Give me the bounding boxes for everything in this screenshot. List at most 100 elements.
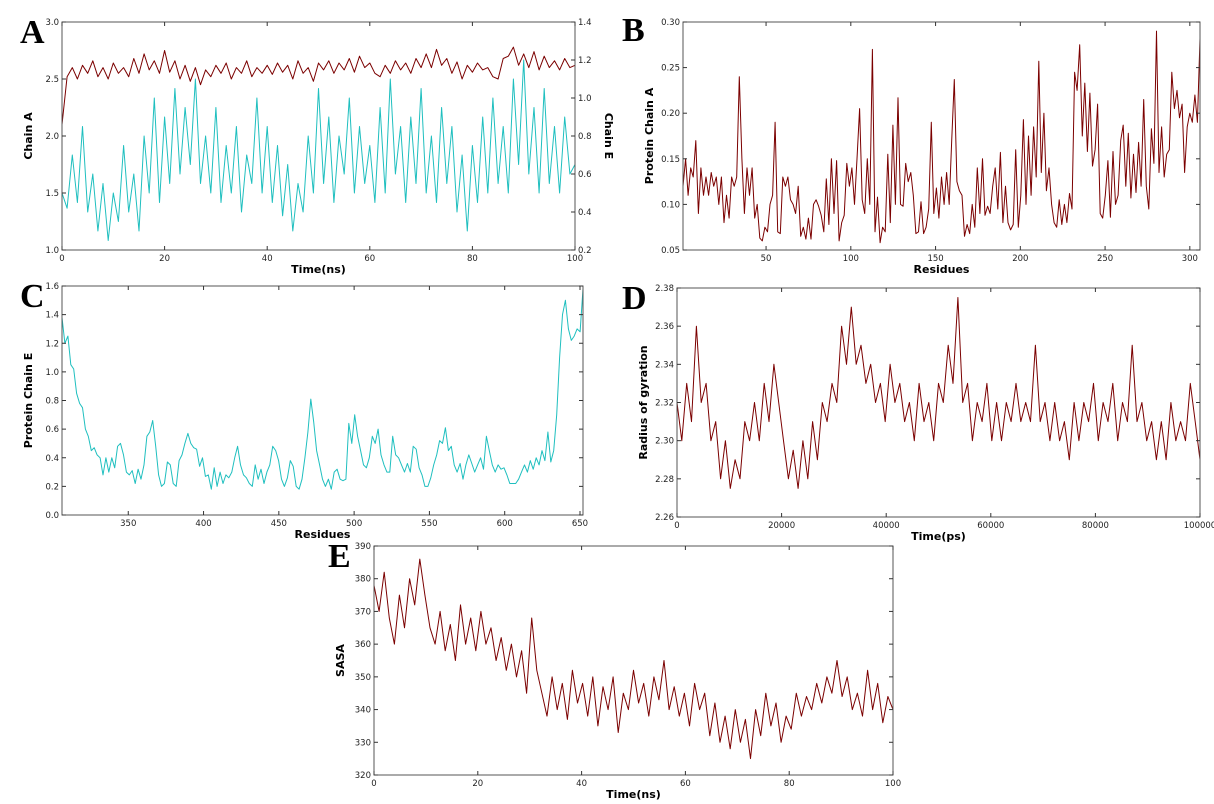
x-tick-label: 40	[262, 254, 273, 264]
x-tick-label: 250	[1097, 254, 1113, 264]
y-tick-label: 0.20	[661, 109, 680, 119]
y-tick-label: 0.25	[661, 64, 680, 74]
y-tick-label: 360	[355, 640, 371, 650]
y-tick-label: 0.05	[661, 246, 680, 256]
chart-panel-a: 0 20 40 60 80 100 1.0 1.5 2.0 2.5 3.0 0.2 0.4 0.6 0.8 1…	[22, 18, 615, 276]
y-tick-label: 320	[355, 771, 371, 781]
x-tick-label: 80000	[1082, 521, 1109, 531]
y-tick-label: 330	[355, 738, 371, 748]
panel-label: A	[20, 14, 45, 51]
y-tick-label: 0.6	[45, 425, 59, 435]
y-tick-label: 2.5	[45, 75, 59, 85]
series-line-2	[61, 59, 576, 241]
x-tick-label: 20000	[768, 521, 795, 531]
y-tick-label: 340	[355, 706, 371, 716]
plot-frame	[373, 545, 894, 776]
y2-tick-label: 1.4	[578, 18, 592, 28]
y-tick-label: 1.4	[45, 311, 59, 321]
x-tick-label: 20	[159, 254, 170, 264]
x-tick-label: 200	[1012, 254, 1028, 264]
x-tick-label: 80	[467, 254, 478, 264]
y-tick-label: 2.32	[655, 399, 674, 409]
y-tick-label: 3.0	[45, 18, 59, 28]
series-line-1	[373, 558, 894, 760]
panel-label: E	[328, 538, 351, 575]
x-axis-label: Residues	[914, 263, 970, 276]
y-tick-label: 380	[355, 575, 371, 585]
chart-panel-c: 350 400 450 500 550 600 650 0.0 0.2 0.4 0.6 0.8 1.0 1…	[22, 282, 588, 541]
y-tick-label: 2.34	[655, 360, 674, 370]
y-tick-label: 2.38	[655, 284, 674, 294]
y-tick-label: 2.26	[655, 513, 674, 523]
series-line-1	[61, 46, 576, 125]
x-tick-label: 350	[120, 519, 136, 529]
y-tick-label: 0.4	[45, 454, 59, 464]
x-tick-label: 20	[472, 779, 483, 789]
x-axis-label: Time(ns)	[606, 788, 661, 801]
x-tick-label: 450	[271, 519, 287, 529]
x-tick-label: 650	[572, 519, 588, 529]
x-axis-label: Residues	[295, 528, 351, 541]
y-tick-label: 2.30	[655, 437, 674, 447]
x-tick-label: 100	[567, 254, 583, 264]
x-tick-label: 300	[1182, 254, 1198, 264]
y-tick-label: 2.36	[655, 322, 674, 332]
x-tick-label: 500	[346, 519, 362, 529]
plot-frame	[682, 21, 1201, 251]
x-tick-label: 100	[885, 779, 901, 789]
x-tick-label: 0	[59, 254, 64, 264]
y-tick-label: 1.0	[45, 246, 59, 256]
y-axis-label: SASA	[334, 644, 347, 677]
y-tick-label: 0.8	[45, 397, 59, 407]
y2-axis-label: Chain E	[602, 113, 615, 159]
panel-label: C	[20, 278, 45, 315]
y-axis-label: Radius of gyration	[637, 345, 650, 459]
x-tick-label: 50	[761, 254, 772, 264]
series-line-1	[61, 288, 584, 490]
x-tick-label: 400	[195, 519, 211, 529]
series-line-1	[682, 30, 1201, 244]
plot-frame	[676, 287, 1201, 518]
chart-panel-b: 50 100 150 200 250 300 0.05 0.10 0.15 0.20 0.25 0.3…	[643, 18, 1201, 276]
x-tick-label: 60	[364, 254, 375, 264]
y-tick-label: 0.30	[661, 18, 680, 28]
y-tick-label: 1.0	[45, 368, 59, 378]
x-tick-label: 0	[674, 521, 679, 531]
x-tick-label: 60000	[977, 521, 1004, 531]
x-axis-label: Time(ps)	[911, 530, 966, 543]
x-tick-label: 40	[576, 779, 587, 789]
x-tick-label: 150	[927, 254, 943, 264]
x-tick-label: 100000	[1184, 521, 1214, 531]
y-tick-label: 2.0	[45, 132, 59, 142]
x-tick-label: 100	[843, 254, 859, 264]
y2-tick-label: 1.2	[578, 56, 592, 66]
y-tick-label: 1.5	[45, 189, 59, 199]
x-tick-label: 80	[784, 779, 795, 789]
y2-tick-label: 1.0	[578, 94, 592, 104]
y-tick-label: 0.15	[661, 155, 680, 165]
series-line-1	[676, 297, 1201, 489]
plot-frame	[61, 21, 576, 251]
y2-tick-label: 0.2	[578, 246, 592, 256]
x-axis-label: Time(ns)	[291, 263, 346, 276]
y-tick-label: 0.0	[45, 511, 59, 521]
y-tick-label: 350	[355, 673, 371, 683]
x-tick-label: 0	[371, 779, 376, 789]
y2-tick-label: 0.6	[578, 170, 592, 180]
x-tick-label: 550	[421, 519, 437, 529]
panel-label: D	[622, 280, 647, 317]
x-tick-label: 40000	[873, 521, 900, 531]
y-axis-label: Protein Chain A	[643, 87, 656, 184]
y-tick-label: 1.6	[45, 282, 59, 292]
chart-panel-e: 0 20 40 60 80 100 320 330 340 350 360 370 380 390 Time…	[334, 542, 901, 801]
y-axis-label: Protein Chain E	[22, 353, 35, 448]
chart-panel-d: 0 20000 40000 60000 80000 100000 2.26 2.28 2.30 2…	[637, 284, 1214, 543]
y-tick-label: 0.10	[661, 200, 680, 210]
x-tick-label: 600	[497, 519, 513, 529]
y-tick-label: 390	[355, 542, 371, 552]
y-tick-label: 0.2	[45, 482, 59, 492]
panel-label: B	[622, 12, 645, 49]
y2-tick-label: 0.4	[578, 208, 592, 218]
x-tick-label: 60	[680, 779, 691, 789]
y2-tick-label: 0.8	[578, 132, 592, 142]
